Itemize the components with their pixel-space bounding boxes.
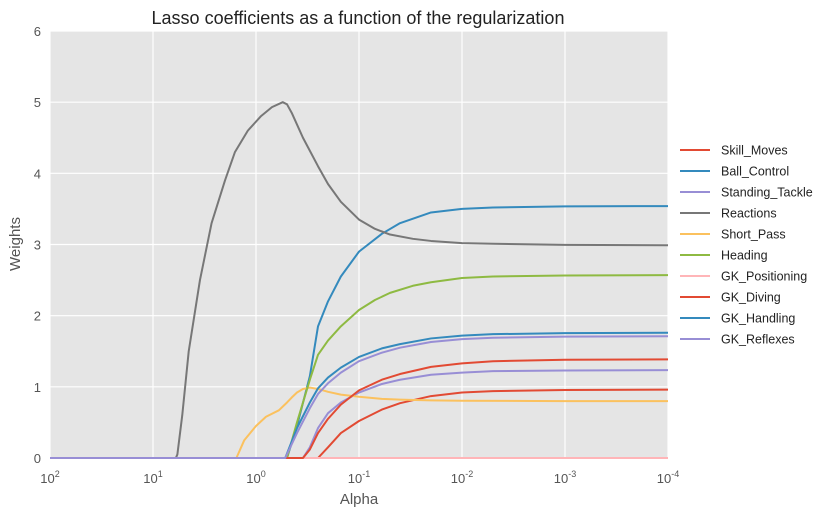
legend-label: Heading (721, 249, 768, 263)
legend: Skill_Moves Ball_Control Standing_Tackle Re… (680, 144, 813, 347)
series-line-gk-diving (50, 358, 669, 459)
y-tick-label: 1 (34, 380, 41, 395)
y-tick-label: 4 (34, 166, 41, 181)
chart-title: Lasso coefficients as a function of the … (152, 8, 565, 28)
y-tick-label: 0 (34, 451, 41, 466)
series-line-gk-handling (50, 331, 669, 459)
legend-label: Skill_Moves (721, 144, 788, 158)
y-tick-label: 2 (34, 309, 41, 324)
x-tick-label: 100 (246, 469, 265, 486)
legend-label: Standing_Tackle (721, 186, 813, 200)
y-tick-label: 3 (34, 238, 41, 253)
x-tick-label: 10-2 (451, 469, 473, 486)
legend-label: GK_Positioning (721, 270, 807, 284)
legend-label: GK_Reflexes (721, 333, 795, 347)
x-axis-title: Alpha (340, 491, 379, 508)
series-line-standing-tackle (50, 369, 669, 459)
x-tick-label: 10-3 (554, 469, 576, 486)
x-tick-label: 10-4 (657, 469, 679, 486)
legend-label: GK_Diving (721, 291, 781, 305)
series-line-short-pass (50, 386, 668, 459)
legend-label: GK_Handling (721, 312, 795, 326)
legend-label: Ball_Control (721, 165, 789, 179)
x-tick-label: 101 (143, 469, 162, 486)
series-line-reactions (50, 101, 669, 459)
y-axis-title: Weights (7, 217, 24, 271)
tick-labels: 102 101 100 10-1 10-2 10-3 10-4 0 1 2 3 4 5 6 (34, 24, 679, 486)
legend-label: Short_Pass (721, 228, 786, 242)
series-lines (50, 101, 669, 459)
legend-label: Reactions (721, 207, 777, 221)
x-tick-label: 102 (40, 469, 59, 486)
series-line-gk-reflexes (50, 335, 669, 459)
x-tick-label: 10-1 (348, 469, 370, 486)
series-line-heading (50, 274, 669, 459)
series-line-skill-moves (50, 388, 669, 459)
y-tick-label: 6 (34, 24, 41, 39)
y-tick-label: 5 (34, 95, 41, 110)
